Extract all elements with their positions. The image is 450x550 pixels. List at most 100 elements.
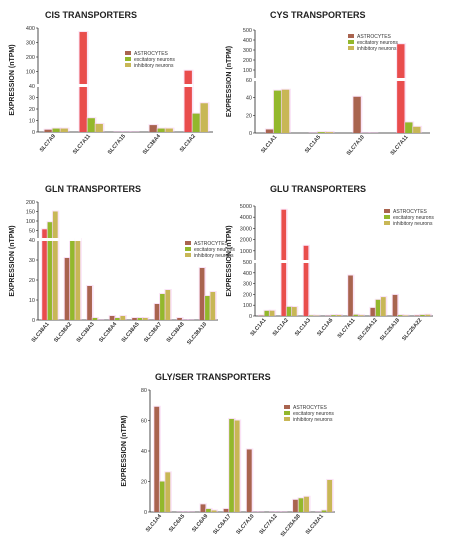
legend-swatch <box>284 411 290 415</box>
category-label: SLC1A5 <box>304 134 322 154</box>
panel-5: GLY/SER TRANSPORTERS EXPRESSION (nTPM) 0 20… <box>121 372 335 538</box>
y-axis-title: EXPRESSION (nTPM) <box>121 415 128 486</box>
bar-halo <box>307 314 316 316</box>
y-tick-label: 40 <box>141 449 147 455</box>
y-tick-label: 40 <box>246 96 252 102</box>
bar-astrocytes <box>370 307 376 316</box>
y-tick-label: 80 <box>141 388 147 394</box>
legend-swatch <box>284 417 290 421</box>
y-tick-label: 20 <box>29 107 35 113</box>
axis-break <box>252 78 258 81</box>
category-label: SLC7A12 <box>259 513 279 535</box>
legend-swatch <box>348 40 354 44</box>
category-label: SLC38A5 <box>121 321 141 343</box>
bar-halo <box>413 314 422 316</box>
category-label: SLC7A9 <box>39 133 57 153</box>
legend-swatch <box>125 51 131 55</box>
category-label: SLC38A4 <box>98 321 119 344</box>
bar-inhibitory-neurons <box>269 310 275 316</box>
bar-astrocytes <box>397 44 405 133</box>
bar-excitatory-neurons <box>375 299 381 316</box>
bar-excitatory-neurons <box>264 310 270 316</box>
y-tick-label: 10 <box>29 298 35 304</box>
bar-inhibitory-neurons <box>336 315 342 316</box>
category-label: SLC1A1 <box>250 317 268 337</box>
panel-2: CYS TRANSPORTERS EXPRESSION (nTPM) 0 20 40 60… <box>226 10 430 157</box>
bar-halo <box>315 511 323 512</box>
category-label: SLC1A1 <box>260 134 278 154</box>
bar-excitatory-neurons <box>47 222 53 320</box>
bar-excitatory-neurons <box>192 113 200 132</box>
bar-halo <box>113 131 124 132</box>
y-axis-title: EXPRESSION (nTPM) <box>226 225 233 296</box>
bar-halo <box>279 511 288 512</box>
panel-4: GLU TRANSPORTERS EXPRESSION (nTPM) 0 100 200… <box>226 184 434 342</box>
y-tick-label: 2000 <box>240 238 252 244</box>
y-tick-label: 30 <box>29 96 35 102</box>
y-tick-label: 100 <box>26 70 35 76</box>
bar-inhibitory-neurons <box>95 123 103 132</box>
category-label: SLC25A38 <box>280 513 302 538</box>
panel-title: GLN TRANSPORTERS <box>45 184 141 194</box>
legend-swatch <box>384 221 390 225</box>
bar-halo <box>308 132 319 133</box>
legend-label: excitatory neurons <box>194 247 235 253</box>
legend-label: excitatory neurons <box>293 411 334 417</box>
bar-halo <box>181 319 189 320</box>
bar-inhibitory-neurons <box>200 103 208 132</box>
category-label: SLC25A22 <box>401 317 423 342</box>
bar-halo <box>324 131 335 133</box>
legend-swatch <box>125 63 131 67</box>
bar-inhibitory-neurons <box>325 132 334 133</box>
y-tick-label: 300 <box>243 48 252 54</box>
category-label: SLC1A3 <box>294 317 312 337</box>
bar-inhibitory-neurons <box>210 292 216 320</box>
legend-swatch <box>384 215 390 219</box>
panel-title: GLU TRANSPORTERS <box>270 184 366 194</box>
legend-label: ASTROCYTES <box>293 405 328 411</box>
legend-label: inhibitory neurons <box>393 221 433 227</box>
bar-halo <box>181 511 190 512</box>
legend-swatch <box>185 253 191 257</box>
bar-break <box>74 238 82 241</box>
y-tick-label: 100 <box>243 303 252 309</box>
category-label: SLC7A10 <box>346 134 366 156</box>
bar-inhibitory-neurons <box>403 315 408 316</box>
bar-halo <box>324 314 333 316</box>
y-tick-label: 400 <box>243 271 252 277</box>
legend-swatch <box>384 209 390 213</box>
y-tick-label: 20 <box>246 113 252 119</box>
bar-excitatory-neurons <box>206 508 211 512</box>
panel-title: CIS TRANSPORTERS <box>45 10 137 20</box>
bar-excitatory-neurons <box>397 315 403 316</box>
category-label: SLC38A10 <box>186 321 208 346</box>
bar-astrocytes <box>200 504 206 512</box>
bar-astrocytes <box>149 125 157 132</box>
bar-astrocytes <box>79 32 87 132</box>
y-tick-label: 500 <box>243 28 252 34</box>
category-label: SLC38A3 <box>76 321 96 343</box>
category-label: SLC32A1 <box>305 513 325 535</box>
y-tick-label: 0 <box>249 314 252 320</box>
legend-label: ASTROCYTES <box>194 241 229 247</box>
category-label: SLC38A4 <box>142 133 163 156</box>
bar-excitatory-neurons <box>405 122 413 133</box>
bar-inhibitory-neurons <box>211 510 217 512</box>
bar-excitatory-neurons <box>321 510 327 512</box>
bar-inhibitory-neurons <box>381 297 386 316</box>
bar-break <box>302 260 310 263</box>
bar-astrocytes <box>42 229 47 320</box>
y-tick-label: 0 <box>144 510 147 516</box>
bar-excitatory-neurons <box>420 314 425 316</box>
bar-excitatory-neurons <box>160 294 165 320</box>
bar-break <box>78 84 88 87</box>
bar-halo <box>396 314 405 316</box>
y-tick-label: 1000 <box>240 249 252 255</box>
legend-label: inhibitory neurons <box>194 253 234 259</box>
legend-label: ASTROCYTES <box>393 209 428 215</box>
